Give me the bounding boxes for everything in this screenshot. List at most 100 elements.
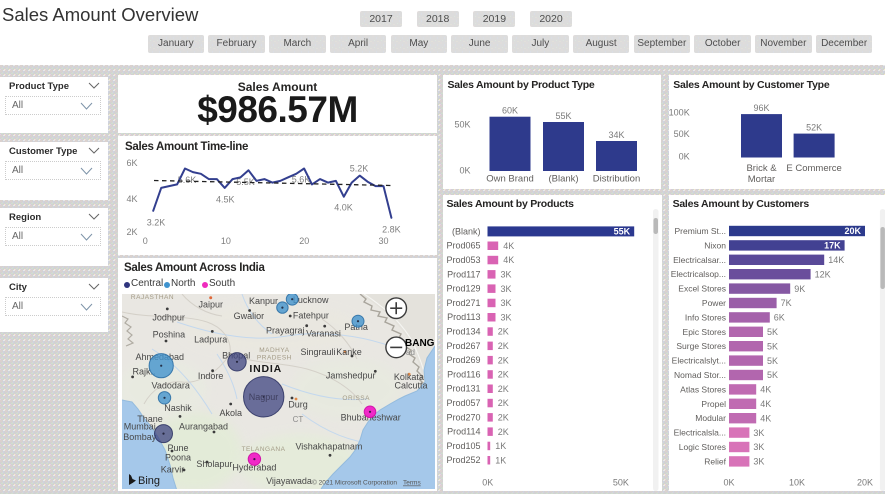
svg-text:2K: 2K	[497, 341, 508, 351]
svg-text:2.8K: 2.8K	[382, 224, 401, 234]
svg-text:Hyderabad: Hyderabad	[232, 463, 276, 473]
svg-text:50K: 50K	[674, 129, 690, 139]
svg-text:Premium St...: Premium St...	[674, 226, 725, 236]
svg-text:6K: 6K	[126, 158, 137, 168]
svg-text:14K: 14K	[828, 255, 844, 265]
svg-text:Prod105: Prod105	[446, 441, 480, 451]
svg-text:0: 0	[143, 236, 148, 246]
svg-text:Aurangabad: Aurangabad	[179, 421, 228, 431]
svg-text:12K: 12K	[814, 269, 830, 279]
svg-text:3.2K: 3.2K	[147, 218, 166, 228]
svg-text:TELANGANA: TELANGANA	[242, 446, 286, 453]
svg-text:3K: 3K	[753, 428, 764, 438]
svg-text:Prod271: Prod271	[446, 298, 480, 308]
svg-text:96K: 96K	[754, 103, 770, 113]
svg-text:20K: 20K	[857, 478, 873, 488]
svg-text:Excel Stores: Excel Stores	[678, 284, 726, 294]
svg-text:5K: 5K	[767, 356, 778, 366]
svg-text:Surge Stores: Surge Stores	[676, 341, 726, 351]
svg-text:Distribution: Distribution	[592, 174, 640, 185]
svg-text:Nomad Stor...: Nomad Stor...	[674, 370, 726, 380]
svg-text:Prod134: Prod134	[446, 327, 480, 337]
svg-text:Terms: Terms	[403, 480, 421, 487]
svg-text:Lucknow: Lucknow	[293, 295, 329, 305]
svg-text:Nixon: Nixon	[704, 240, 726, 250]
svg-text:Own Brand: Own Brand	[486, 174, 534, 185]
svg-text:Prod117: Prod117	[447, 269, 480, 279]
svg-text:Akola: Akola	[219, 408, 242, 418]
svg-text:2K: 2K	[497, 355, 508, 365]
svg-text:2K: 2K	[497, 427, 508, 437]
svg-text:Logic Stores: Logic Stores	[678, 442, 725, 452]
svg-text:Fatehpur: Fatehpur	[293, 311, 329, 321]
svg-text:4K: 4K	[760, 385, 771, 395]
svg-text:9K: 9K	[794, 284, 805, 294]
svg-text:BANG: BANG	[405, 338, 435, 349]
svg-text:Prod057: Prod057	[446, 398, 480, 408]
svg-text:Mumbai: Mumbai	[124, 421, 156, 431]
svg-text:Relief: Relief	[704, 456, 726, 466]
svg-text:1K: 1K	[495, 455, 506, 465]
svg-text:3K: 3K	[500, 270, 511, 280]
svg-text:Vijayawada: Vijayawada	[266, 476, 312, 486]
svg-text:4K: 4K	[503, 255, 514, 265]
svg-text:Prod116: Prod116	[447, 369, 480, 379]
svg-text:Kolkata: Kolkata	[394, 372, 424, 382]
svg-text:20: 20	[299, 236, 309, 246]
svg-text:5.6K: 5.6K	[178, 175, 197, 185]
svg-text:52K: 52K	[806, 123, 822, 133]
svg-text:5K: 5K	[767, 370, 778, 380]
svg-text:5K: 5K	[767, 341, 778, 351]
svg-text:6K: 6K	[773, 313, 784, 323]
svg-text:INDIA: INDIA	[249, 363, 282, 375]
svg-text:4K: 4K	[760, 413, 771, 423]
svg-text:Nashik: Nashik	[164, 403, 192, 413]
svg-text:Brick &: Brick &	[747, 163, 778, 174]
svg-text:RAJASTHAN: RAJASTHAN	[131, 294, 174, 301]
svg-text:10K: 10K	[789, 478, 805, 488]
svg-text:Gwalior: Gwalior	[234, 311, 265, 321]
svg-text:5.2K: 5.2K	[350, 163, 369, 173]
svg-text:ad: ad	[406, 348, 415, 357]
svg-text:4K: 4K	[503, 241, 514, 251]
svg-text:ORISSA: ORISSA	[342, 395, 370, 402]
svg-text:0K: 0K	[679, 152, 690, 162]
svg-text:Sholapur: Sholapur	[196, 459, 232, 469]
svg-text:100K: 100K	[669, 107, 690, 117]
svg-text:10: 10	[221, 236, 231, 246]
svg-text:Mortar: Mortar	[748, 174, 775, 185]
svg-text:5K: 5K	[767, 327, 778, 337]
svg-text:Kanke: Kanke	[336, 347, 362, 357]
svg-text:Kanpur: Kanpur	[249, 296, 278, 306]
svg-text:Calcutta: Calcutta	[394, 381, 427, 391]
svg-text:Ladpura: Ladpura	[194, 335, 227, 345]
svg-text:2K: 2K	[497, 384, 508, 394]
svg-text:3K: 3K	[500, 298, 511, 308]
svg-text:Varanasi: Varanasi	[306, 328, 341, 338]
svg-text:Prod053: Prod053	[446, 255, 480, 265]
svg-text:Jodhpur: Jodhpur	[152, 312, 185, 322]
svg-text:2K: 2K	[497, 327, 508, 337]
svg-text:Propel: Propel	[701, 399, 726, 409]
svg-text:Poshina: Poshina	[153, 330, 186, 340]
svg-text:Vadodara: Vadodara	[152, 380, 190, 390]
svg-text:Vishakhapatnam: Vishakhapatnam	[295, 441, 362, 451]
svg-text:4K: 4K	[126, 194, 137, 204]
svg-text:Bombay: Bombay	[123, 432, 157, 442]
svg-text:30: 30	[378, 236, 388, 246]
svg-text:4K: 4K	[760, 399, 771, 409]
svg-text:Prod113: Prod113	[447, 312, 480, 322]
svg-text:© 2021 Microsoft Corporation: © 2021 Microsoft Corporation	[312, 479, 397, 487]
svg-text:Electricalslyt...: Electricalslyt...	[671, 356, 725, 366]
svg-text:Info Stores: Info Stores	[684, 312, 725, 322]
svg-text:3K: 3K	[500, 312, 511, 322]
svg-text:Prod270: Prod270	[446, 412, 480, 422]
svg-text:Rajk..: Rajk..	[132, 367, 155, 377]
svg-text:Epic Stores: Epic Stores	[682, 327, 725, 337]
svg-text:3K: 3K	[753, 442, 764, 452]
svg-text:2K: 2K	[497, 398, 508, 408]
svg-text:(Blank): (Blank)	[451, 226, 480, 236]
svg-text:Electricalsla...: Electricalsla...	[673, 428, 725, 438]
svg-text:0K: 0K	[459, 166, 470, 176]
svg-text:Prod129: Prod129	[446, 284, 480, 294]
